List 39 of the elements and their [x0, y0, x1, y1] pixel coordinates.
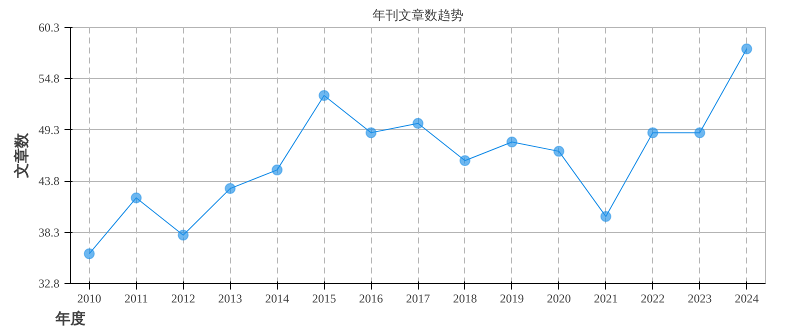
- point: [412, 118, 424, 129]
- x-tick-label: 2016: [359, 292, 384, 306]
- point: [459, 155, 470, 166]
- point: [366, 127, 377, 138]
- point: [553, 146, 564, 157]
- point: [647, 127, 658, 138]
- x-tick-label: 2022: [640, 292, 665, 306]
- y-axis-title: 文章数: [12, 132, 30, 179]
- x-tick-label: 2021: [594, 292, 618, 306]
- x-tick-label: 2014: [265, 292, 290, 306]
- y-tick-label: 32.8: [38, 276, 60, 290]
- x-tick-label: 2024: [734, 292, 759, 306]
- point: [506, 136, 518, 148]
- y-tick-label: 54.8: [38, 72, 60, 86]
- chart-title: 年刊文章数趋势: [372, 8, 464, 22]
- y-tick-label: 60.3: [38, 20, 60, 34]
- x-tick-label: 2015: [312, 292, 336, 306]
- point: [600, 210, 612, 222]
- x-tick-label: 2011: [124, 292, 148, 306]
- x-tick-label: 2017: [406, 292, 430, 306]
- point: [84, 248, 95, 260]
- point: [318, 90, 330, 101]
- y-tick-label: 49.3: [38, 122, 60, 137]
- x-tick-label: 2019: [500, 292, 524, 306]
- y-tick-label: 38.3: [38, 225, 60, 240]
- point: [178, 230, 189, 241]
- y-tick-label: 43.8: [38, 174, 60, 188]
- x-tick-label: 2023: [688, 292, 712, 306]
- x-tick-label: 2010: [77, 292, 102, 306]
- x-tick-label: 2020: [546, 292, 571, 306]
- x-tick-label: 2012: [171, 292, 196, 306]
- x-axis-title: 年度: [54, 310, 86, 328]
- x-tick-label: 2013: [218, 292, 242, 306]
- point: [224, 183, 236, 194]
- point: [694, 127, 706, 138]
- point: [741, 43, 752, 54]
- x-tick-label: 2018: [452, 292, 477, 306]
- point: [272, 164, 283, 176]
- point: [130, 192, 142, 204]
